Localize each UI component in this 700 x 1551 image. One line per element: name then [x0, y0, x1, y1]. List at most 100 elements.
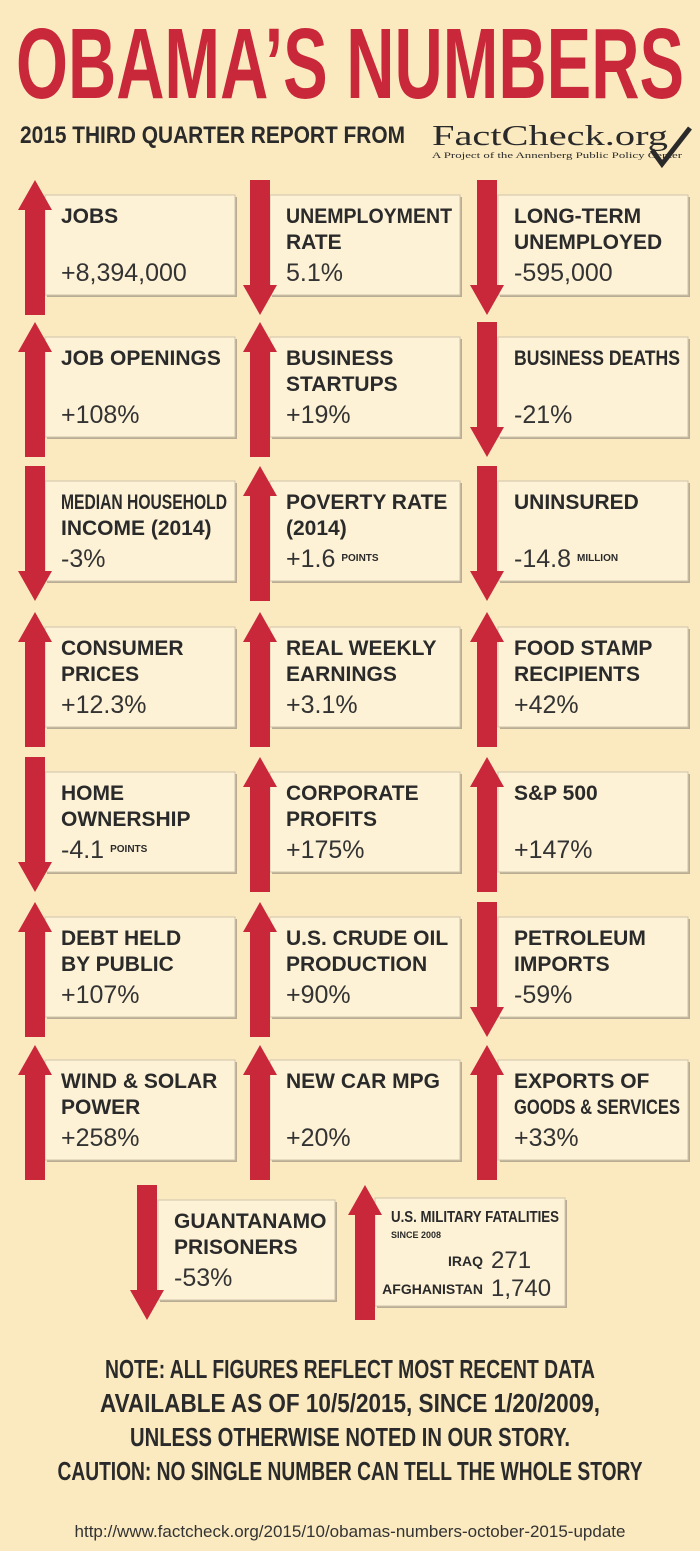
- tile: [269, 336, 461, 438]
- tile-label: MEDIAN HOUSEHOLD: [61, 491, 227, 514]
- tile-label: UNEMPLOYED: [514, 231, 662, 254]
- arrow: [18, 466, 52, 601]
- tile-value: -59%: [514, 981, 572, 1009]
- tile-label: UNEMPLOYMENT: [286, 205, 452, 228]
- tile-value: -3%: [61, 545, 105, 573]
- arrow: [470, 180, 504, 315]
- arrow: [18, 1045, 52, 1180]
- tile: [44, 916, 236, 1018]
- tile: [44, 480, 236, 582]
- tile-value: +107%: [61, 981, 140, 1009]
- fatalities-label: U.S. MILITARY FATALITIES: [391, 1209, 559, 1226]
- arrow: [18, 902, 52, 1037]
- tile-label: RECIPIENTS: [514, 663, 640, 686]
- tile-value: -21%: [514, 401, 572, 429]
- tile-unit: MILLION: [577, 553, 618, 564]
- tile-label: WIND & SOLAR: [61, 1070, 217, 1093]
- tile: [269, 1059, 461, 1161]
- arrow: [243, 612, 277, 747]
- tile-label: JOBS: [61, 205, 118, 228]
- tile-label: LONG-TERM: [514, 205, 641, 228]
- subtitle: 2015 THIRD QUARTER REPORT FROM: [20, 122, 405, 149]
- tile: [497, 771, 689, 873]
- arrow: [18, 180, 52, 315]
- tile-value: +42%: [514, 691, 579, 719]
- tile-label: CORPORATE: [286, 782, 419, 805]
- tile-value: +8,394,000: [61, 259, 187, 287]
- arrow: [470, 322, 504, 457]
- tile: [497, 336, 689, 438]
- tile-label: BY PUBLIC: [61, 953, 174, 976]
- tile: [374, 1197, 566, 1307]
- arrow: [470, 1045, 504, 1180]
- tile-label: PRODUCTION: [286, 953, 427, 976]
- tile-label: PROFITS: [286, 808, 377, 831]
- fatalities-value: 271: [491, 1247, 531, 1274]
- tile-value: -14.8: [514, 545, 571, 573]
- tile-value: +90%: [286, 981, 351, 1009]
- logo-name: FactCheck.org: [432, 121, 668, 152]
- tile-value: +12.3%: [61, 691, 147, 719]
- tile-label: DEBT HELD: [61, 927, 181, 950]
- note-line: AVAILABLE AS OF 10/5/2015, SINCE 1/20/20…: [100, 1388, 600, 1418]
- note-line: NOTE: ALL FIGURES REFLECT MOST RECENT DA…: [105, 1354, 595, 1384]
- tile-label: JOB OPENINGS: [61, 347, 221, 370]
- tile: [497, 194, 689, 296]
- fatalities-value: 1,740: [491, 1275, 551, 1302]
- tile-unit: POINTS: [110, 844, 148, 855]
- tile-label: PETROLEUM: [514, 927, 646, 950]
- tile-label: POVERTY RATE: [286, 491, 447, 514]
- tile-label: GUANTANAMO: [174, 1210, 326, 1233]
- tile-label: EARNINGS: [286, 663, 397, 686]
- tile-value: -53%: [174, 1264, 232, 1292]
- tile-label: CONSUMER: [61, 637, 184, 660]
- logo-check: [649, 126, 692, 169]
- tile-value: +3.1%: [286, 691, 358, 719]
- tile: [157, 1199, 336, 1301]
- tile-label: S&P 500: [514, 782, 598, 805]
- tile-value: +175%: [286, 836, 365, 864]
- arrow: [243, 322, 277, 457]
- title: OBAMA’S NUMBERS: [16, 8, 684, 120]
- tile: [269, 916, 461, 1018]
- tile-label: U.S. CRUDE OIL: [286, 927, 448, 950]
- tile-value: +147%: [514, 836, 593, 864]
- arrow: [470, 902, 504, 1037]
- tile-label: RATE: [286, 231, 342, 254]
- tile-value: 5.1%: [286, 259, 343, 287]
- tile-label: NEW CAR MPG: [286, 1070, 440, 1093]
- note-line: UNLESS OTHERWISE NOTED IN OUR STORY.: [130, 1422, 570, 1452]
- arrow: [470, 757, 504, 892]
- tile-label: BUSINESS: [286, 347, 393, 370]
- arrow: [18, 612, 52, 747]
- tile: [497, 626, 689, 728]
- arrow: [348, 1185, 382, 1320]
- logo-tagline: A Project of the Annenberg Public Policy…: [432, 151, 683, 160]
- tile-label: OWNERSHIP: [61, 808, 191, 831]
- tile-value: -4.1: [61, 836, 104, 864]
- tile: [44, 336, 236, 438]
- tile: [269, 626, 461, 728]
- tile: [269, 194, 461, 296]
- arrow: [243, 1045, 277, 1180]
- tile-label: STARTUPS: [286, 373, 398, 396]
- tile-value: +108%: [61, 401, 140, 429]
- tile-value: +20%: [286, 1124, 351, 1152]
- tile-label: EXPORTS OF: [514, 1070, 650, 1093]
- arrow: [18, 322, 52, 457]
- tile: [44, 1059, 236, 1161]
- fatalities-sublabel: SINCE 2008: [391, 1230, 441, 1240]
- tile-label: (2014): [286, 517, 347, 540]
- arrow: [470, 466, 504, 601]
- tile: [44, 771, 236, 873]
- tile: [497, 480, 689, 582]
- tile-label: REAL WEEKLY: [286, 637, 437, 660]
- tile-label: IMPORTS: [514, 953, 610, 976]
- tile: [497, 916, 689, 1018]
- tile-label: FOOD STAMP: [514, 637, 652, 660]
- note-line: CAUTION: NO SINGLE NUMBER CAN TELL THE W…: [58, 1456, 643, 1486]
- tile-value: +19%: [286, 401, 351, 429]
- arrow: [18, 757, 52, 892]
- tile-label: GOODS & SERVICES: [514, 1096, 680, 1119]
